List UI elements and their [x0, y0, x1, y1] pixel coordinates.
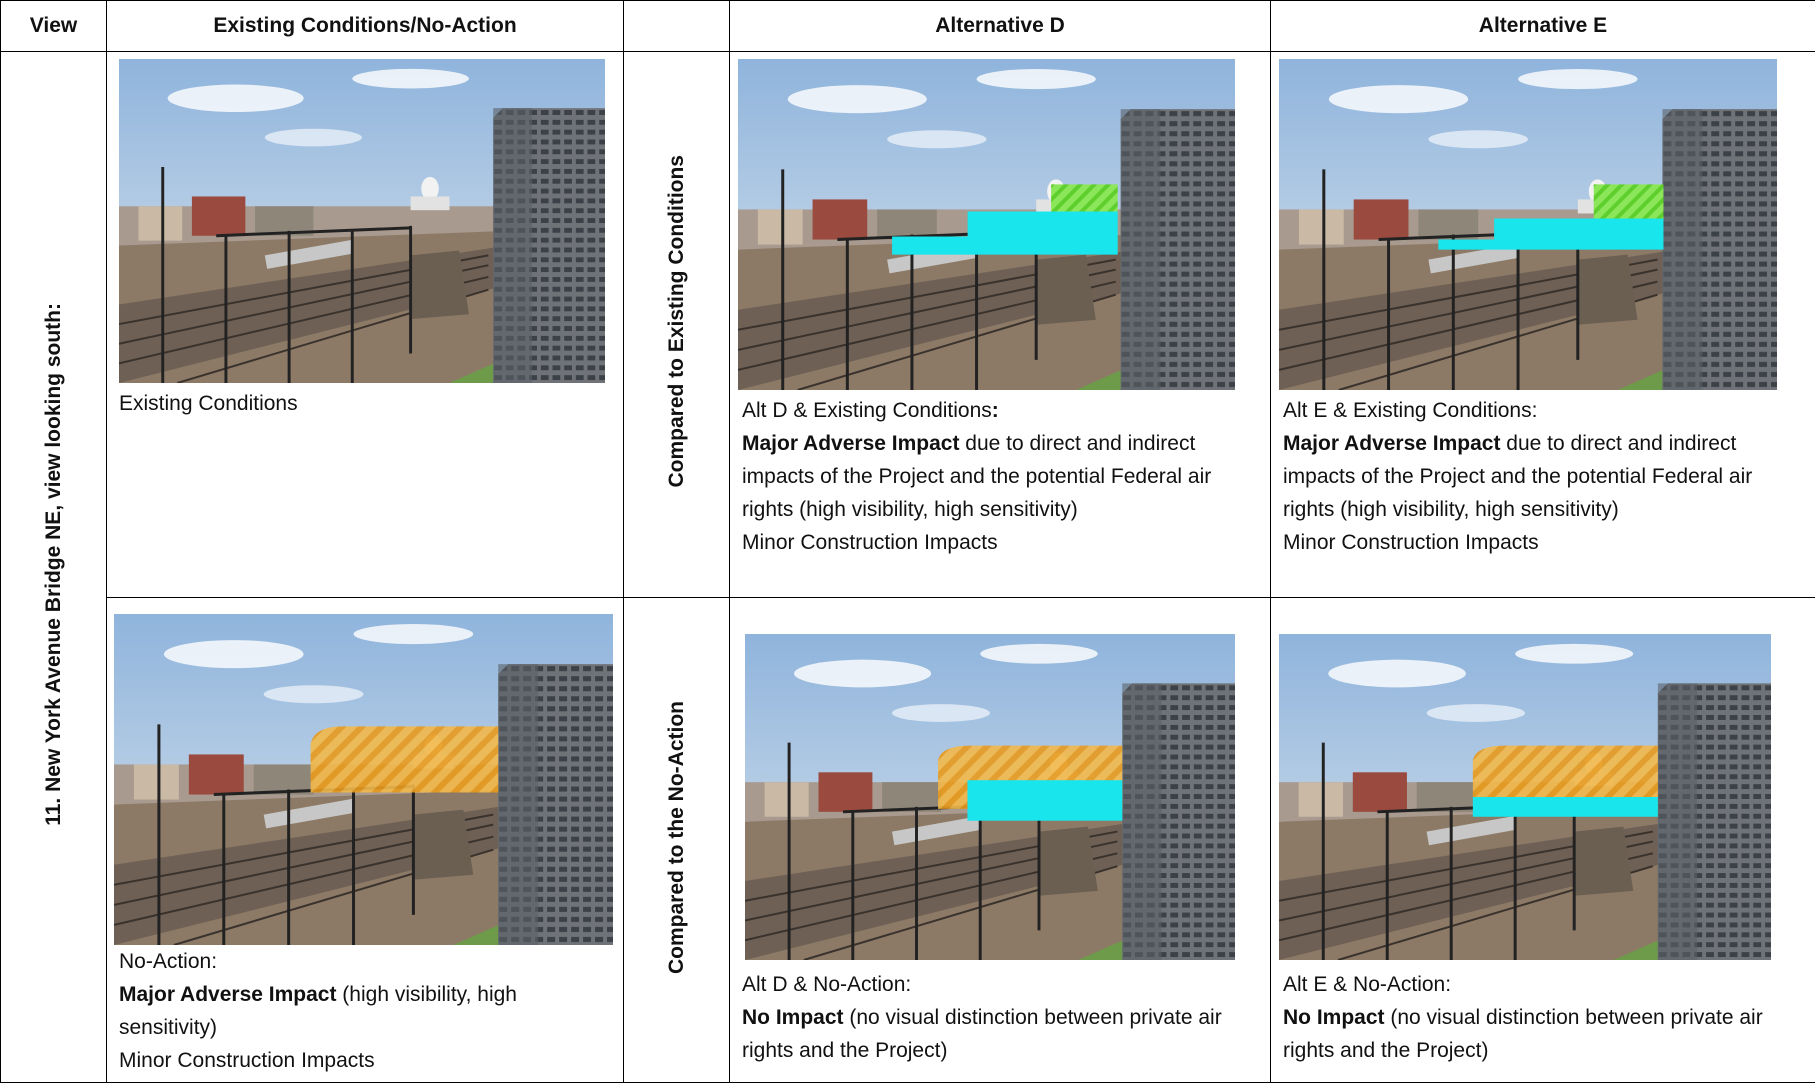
comparison-label: Compared to the No-Action: [664, 700, 688, 974]
header-cell: [623, 0, 730, 52]
cell: Alt E & No-Action: No Impact (no visual d…: [1270, 597, 1815, 1083]
photo: [738, 59, 1235, 390]
caption: Existing Conditions: [107, 383, 623, 420]
caption-line: Alt D & No-Action:: [742, 968, 1262, 1001]
row: 11. New York Avenue Bridge NE, view look…: [0, 51, 1815, 1083]
comparison-cell: Compared to Existing Conditions: [623, 51, 730, 598]
cell: Alt D & Existing Conditions: Major Advers…: [729, 51, 1271, 598]
caption: Alt D & No-Action: No Impact (no visual d…: [730, 960, 1270, 1067]
comparison-cell: Compared to the No-Action: [623, 597, 730, 1083]
caption-text: Minor Construction Impacts: [1283, 531, 1539, 554]
photo: [114, 614, 613, 945]
caption-line: Alt E & No-Action:: [1283, 968, 1807, 1001]
caption-text: Minor Construction Impacts: [119, 1049, 375, 1072]
caption-text: Alt E & Existing Conditions:: [1283, 399, 1538, 422]
caption-line: Major Adverse Impact due to direct and i…: [742, 427, 1262, 526]
caption-text: due to direct and indirect impacts of th…: [742, 432, 1212, 521]
caption-bold-text: No Impact: [1283, 1006, 1385, 1029]
caption: Alt E & Existing Conditions: Major Advers…: [1271, 390, 1815, 559]
caption-line: Alt E & Existing Conditions:: [1283, 394, 1807, 427]
caption-line: Existing Conditions: [119, 387, 615, 420]
caption-line: No Impact (no visual distinction between…: [1283, 1001, 1807, 1067]
caption-line: Minor Construction Impacts: [742, 526, 1262, 559]
cell: Alt D & No-Action: No Impact (no visual d…: [729, 597, 1271, 1083]
caption-line: No-Action:: [119, 945, 615, 978]
view-cell: 11. New York Avenue Bridge NE, view look…: [0, 51, 107, 1083]
header-cell: Alternative D: [729, 0, 1271, 52]
caption-line: Major Adverse Impact due to direct and i…: [1283, 427, 1807, 526]
header-cell: View: [0, 0, 107, 52]
caption-text: (high visibility, high sensitivity): [119, 983, 517, 1039]
row: No-Action: Major Adverse Impact (high vis…: [1, 597, 1815, 1083]
caption-text: Alt D & No-Action:: [742, 973, 912, 996]
caption: Alt E & No-Action: No Impact (no visual d…: [1271, 960, 1815, 1067]
caption-text: (no visual distinction between private a…: [742, 1006, 1222, 1062]
caption: Alt D & Existing Conditions: Major Advers…: [730, 390, 1270, 559]
comparison-label: Compared to Existing Conditions: [664, 155, 688, 488]
caption-line: Major Adverse Impact (high visibility, h…: [119, 978, 615, 1044]
caption-text: (no visual distinction between private a…: [1283, 1006, 1763, 1062]
caption-line: Alt D & Existing Conditions:: [742, 394, 1262, 427]
caption-line: No Impact (no visual distinction between…: [742, 1001, 1262, 1067]
caption-text: Minor Construction Impacts: [742, 531, 998, 554]
caption-text: due to direct and indirect impacts of th…: [1283, 432, 1753, 521]
caption-text: No-Action:: [119, 950, 218, 973]
caption-line: Minor Construction Impacts: [1283, 526, 1807, 559]
cell: Alt E & Existing Conditions: Major Advers…: [1270, 51, 1815, 598]
header-cell: Existing Conditions/No-Action: [106, 0, 624, 52]
photo: [1279, 59, 1777, 390]
view-label: 11. New York Avenue Bridge NE, view look…: [41, 302, 65, 826]
photo: [745, 634, 1235, 960]
cell: Existing Conditions: [106, 51, 624, 598]
caption-bold-text: No Impact: [742, 1006, 844, 1029]
caption-text: Alt E & No-Action:: [1283, 973, 1452, 996]
photo: [1279, 634, 1771, 960]
caption-bold-text: Major Adverse Impact: [119, 983, 337, 1006]
header-row: View Existing Conditions/No-Action Alter…: [0, 0, 1815, 52]
header-cell: Alternative E: [1270, 0, 1815, 52]
caption-bold-text: :: [991, 399, 999, 422]
photo: [119, 59, 605, 383]
caption: No-Action: Major Adverse Impact (high vis…: [107, 945, 623, 1077]
caption-bold-text: Major Adverse Impact: [1283, 432, 1501, 455]
caption-text: Alt D & Existing Conditions: [742, 399, 992, 422]
caption-text: Existing Conditions: [119, 392, 298, 415]
caption-bold-text: Major Adverse Impact: [742, 432, 960, 455]
cell: No-Action: Major Adverse Impact (high vis…: [106, 597, 624, 1083]
caption-line: Minor Construction Impacts: [119, 1044, 615, 1077]
